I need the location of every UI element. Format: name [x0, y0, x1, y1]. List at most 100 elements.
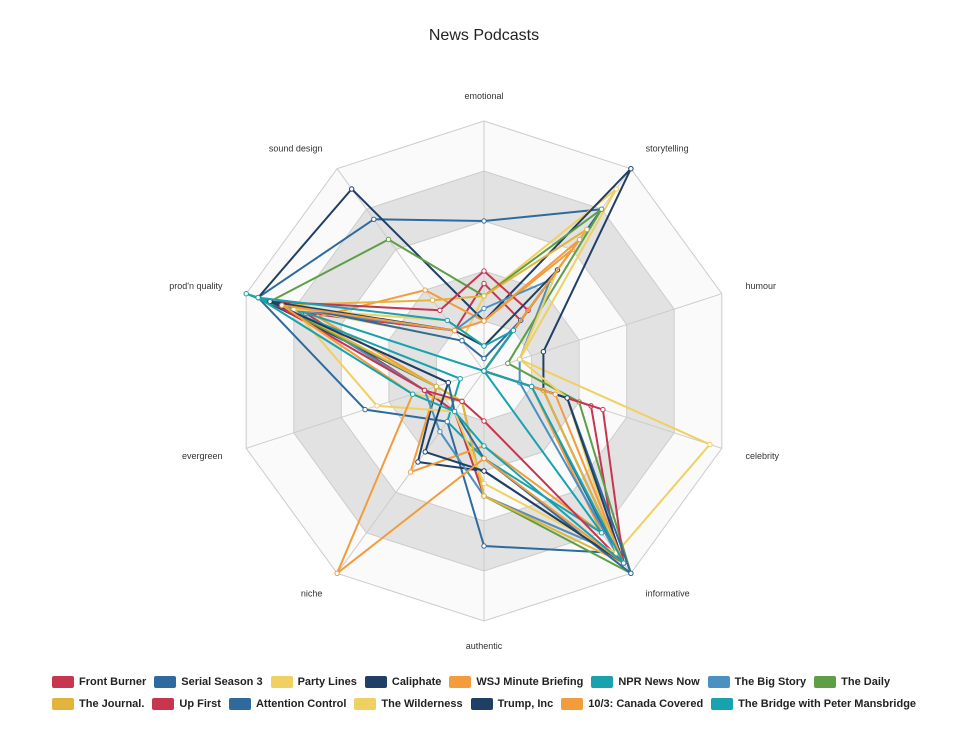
legend-item[interactable]: WSJ Minute Briefing [449, 676, 583, 688]
series-point [481, 318, 487, 324]
legend-swatch [354, 698, 377, 710]
series-point [598, 206, 605, 212]
series-point [374, 403, 380, 409]
legend: Front Burner Serial Season 3 Party Lines Ca… [52, 671, 932, 715]
series-point [481, 443, 487, 449]
series-point [362, 406, 368, 413]
series-point [457, 376, 463, 382]
series-point [407, 469, 414, 475]
series-point [481, 293, 487, 299]
series-point [481, 368, 487, 374]
series-point [481, 355, 487, 362]
series-point [481, 418, 487, 424]
series-point [481, 305, 487, 312]
series-point [459, 398, 465, 404]
series-point [451, 408, 458, 415]
legend-label: Serial Season 3 [181, 676, 263, 688]
series-point [421, 387, 428, 393]
series-point [517, 356, 523, 363]
legend-item[interactable]: NPR News Now [591, 676, 700, 688]
axis-label: prod'n quality [169, 281, 223, 291]
series-point [279, 302, 285, 308]
series-point [481, 543, 487, 549]
legend-item[interactable]: Attention Control [228, 698, 347, 710]
legend-swatch [470, 698, 493, 710]
series-point [437, 429, 443, 435]
legend-swatch [814, 676, 837, 688]
axis-label: evergreen [182, 451, 223, 461]
series-point [437, 307, 443, 313]
legend-label: The Bridge with Peter Mansbridge [738, 698, 917, 710]
legend-label: The Big Story [734, 676, 807, 688]
series-point [385, 236, 392, 243]
series-point [510, 327, 517, 334]
legend-item[interactable]: Up First [152, 698, 221, 710]
legend-item[interactable]: The Bridge with Peter Mansbridge [711, 698, 916, 710]
legend-label: Attention Control [255, 698, 347, 710]
legend-item[interactable]: Trump, Inc [470, 698, 554, 710]
legend-row: Front Burner Serial Season 3 Party Lines Ca… [52, 671, 932, 693]
legend-swatch [154, 676, 177, 688]
legend-swatch [711, 698, 734, 710]
series-point [444, 317, 450, 324]
legend-swatch [591, 676, 614, 688]
series-point [481, 280, 487, 287]
series-point [600, 406, 606, 413]
legend-item[interactable]: Front Burner [52, 676, 146, 688]
legend-item[interactable]: The Daily [814, 676, 890, 688]
series-point [422, 449, 428, 455]
series-point [613, 186, 619, 192]
legend-swatch [449, 676, 472, 688]
series-point [349, 186, 355, 192]
series-point [410, 391, 416, 397]
series-point [422, 287, 428, 293]
legend-item[interactable]: 10/3: Canada Covered [561, 698, 703, 710]
axis-label: informative [646, 589, 690, 599]
axis-label: celebrity [746, 451, 780, 461]
series-point [707, 441, 713, 448]
series-point [481, 493, 487, 499]
legend-item[interactable]: The Wilderness [354, 698, 463, 710]
axis-label: niche [301, 589, 323, 599]
axis-line [336, 168, 485, 372]
series-point [334, 570, 340, 576]
series-point [445, 379, 451, 386]
series-point [628, 166, 634, 172]
series-point [481, 468, 487, 474]
series-point [444, 418, 450, 425]
legend-swatch [561, 698, 584, 710]
legend-item[interactable]: The Journal. [52, 698, 144, 710]
chart-title: News Podcasts [429, 27, 539, 44]
axis-label: storytelling [646, 144, 689, 154]
series-point [481, 455, 487, 462]
legend-item[interactable]: Party Lines [270, 676, 357, 688]
legend-label: WSJ Minute Briefing [476, 676, 584, 688]
axis-label: emotional [464, 91, 503, 101]
radar-axis-labels: emotional storytelling humour celebrity info… [169, 91, 779, 651]
series-group [255, 294, 627, 566]
series-point [481, 268, 487, 274]
axis-label: sound design [269, 144, 323, 154]
axis-line [483, 293, 722, 372]
legend-label: Up First [179, 698, 221, 710]
axis-label: authentic [466, 641, 503, 651]
legend-swatch [707, 676, 730, 688]
series-point [505, 360, 511, 366]
legend-swatch [152, 698, 175, 710]
legend-label: Party Lines [297, 676, 357, 688]
legend-row: The Journal. Up First Attention Control The… [52, 693, 932, 715]
series-point [564, 395, 570, 401]
legend-label: Trump, Inc [497, 698, 554, 710]
series-point [255, 294, 261, 301]
axis-label: humour [746, 281, 777, 291]
legend-item[interactable]: Serial Season 3 [154, 676, 263, 688]
series-point [415, 459, 421, 465]
legend-item[interactable]: The Big Story [707, 676, 807, 688]
legend-label: The Wilderness [381, 698, 463, 710]
legend-item[interactable]: Caliphate [364, 676, 441, 688]
series-point [459, 338, 465, 344]
legend-swatch [228, 698, 251, 710]
series-point [451, 327, 458, 334]
